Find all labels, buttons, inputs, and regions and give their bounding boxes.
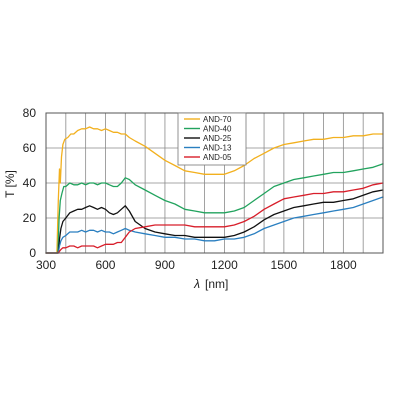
series-line-and-25	[45, 189, 384, 254]
tick-labels: 300 600 900 1200 1500 1800 0 20 40 60 80	[23, 106, 357, 272]
series-line-and-13	[45, 196, 384, 254]
legend-label: AND-25	[203, 134, 232, 143]
grid	[46, 113, 383, 253]
x-axis-unit: [nm]	[205, 277, 228, 291]
legend-label: AND-05	[203, 153, 232, 162]
series-line-and-70	[45, 126, 384, 254]
series-line-and-05	[45, 182, 384, 254]
x-tick-label: 1500	[271, 258, 298, 272]
legend-label: AND-13	[203, 144, 232, 153]
legend-label: AND-40	[203, 125, 232, 134]
y-tick-label: 0	[29, 246, 36, 260]
series-line-and-40	[45, 163, 384, 254]
y-tick-label: 40	[23, 176, 37, 190]
x-tick-label: 1800	[330, 258, 357, 272]
y-tick-label: 20	[23, 211, 37, 225]
legend-label: AND-70	[203, 115, 232, 124]
x-axis-title: λ [nm]	[193, 277, 228, 291]
y-tick-label: 80	[23, 106, 37, 120]
x-tick-label: 1200	[211, 258, 238, 272]
series-lines	[45, 126, 384, 254]
x-tick-label: 300	[36, 258, 56, 272]
x-tick-label: 900	[155, 258, 175, 272]
x-axis-symbol: λ	[193, 277, 200, 291]
y-tick-label: 60	[23, 141, 37, 155]
x-tick-label: 600	[95, 258, 115, 272]
y-axis-title: T [%]	[3, 170, 17, 198]
